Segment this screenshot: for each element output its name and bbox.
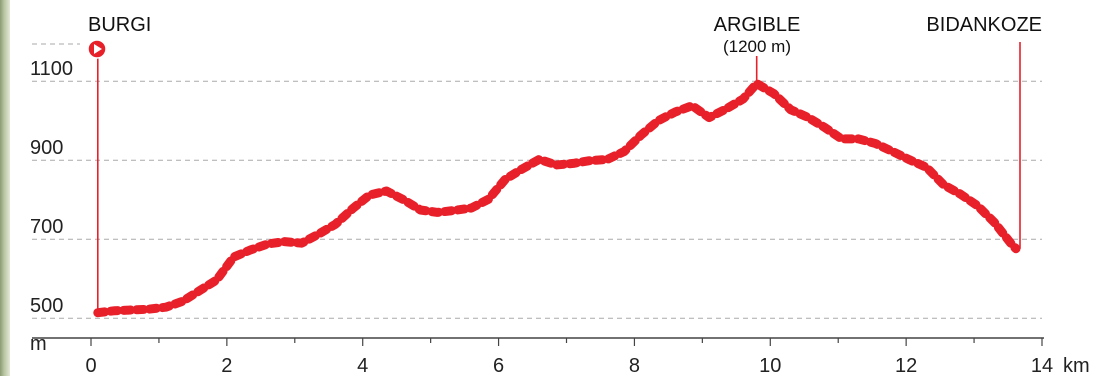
x-axis-label: km xyxy=(1063,355,1090,376)
x-tick-label: 4 xyxy=(357,355,368,376)
place-label: ARGIBLE xyxy=(714,14,801,36)
markers-layer xyxy=(96,42,1021,313)
x-tick-label: 8 xyxy=(629,355,640,376)
x-tick-label: 12 xyxy=(895,355,917,376)
x-tick-label: 2 xyxy=(221,355,232,376)
y-tick-label: 700 xyxy=(30,216,63,238)
axis-layer xyxy=(32,337,1044,346)
x-tick-label: 0 xyxy=(85,355,96,376)
x-tick-label: 14 xyxy=(1031,355,1053,376)
profile-layer xyxy=(93,79,1021,318)
x-tick-label: 10 xyxy=(759,355,781,376)
place-sublabel: (1200 m) xyxy=(723,37,791,56)
grid-layer xyxy=(32,43,1042,319)
start-play-icon xyxy=(87,39,107,59)
elevation-profile-line xyxy=(93,79,1021,318)
y-tick-label: 500 xyxy=(30,295,63,317)
y-tick-label: 900 xyxy=(30,137,63,159)
x-tick-label: 6 xyxy=(493,355,504,376)
place-label: BURGI xyxy=(88,14,151,36)
map-edge-strip xyxy=(0,0,10,376)
tick-label-layer: 0 2 4 6 8 10 12 14 500 700 900 1100 xyxy=(30,58,1053,376)
y-tick-label: 1100 xyxy=(30,58,73,80)
y-axis-label: m xyxy=(30,333,47,355)
place-label: BIDANKOZE xyxy=(926,14,1042,36)
place-label-layer: BURGI ARGIBLE(1200 m) BIDANKOZE xyxy=(88,14,1042,56)
